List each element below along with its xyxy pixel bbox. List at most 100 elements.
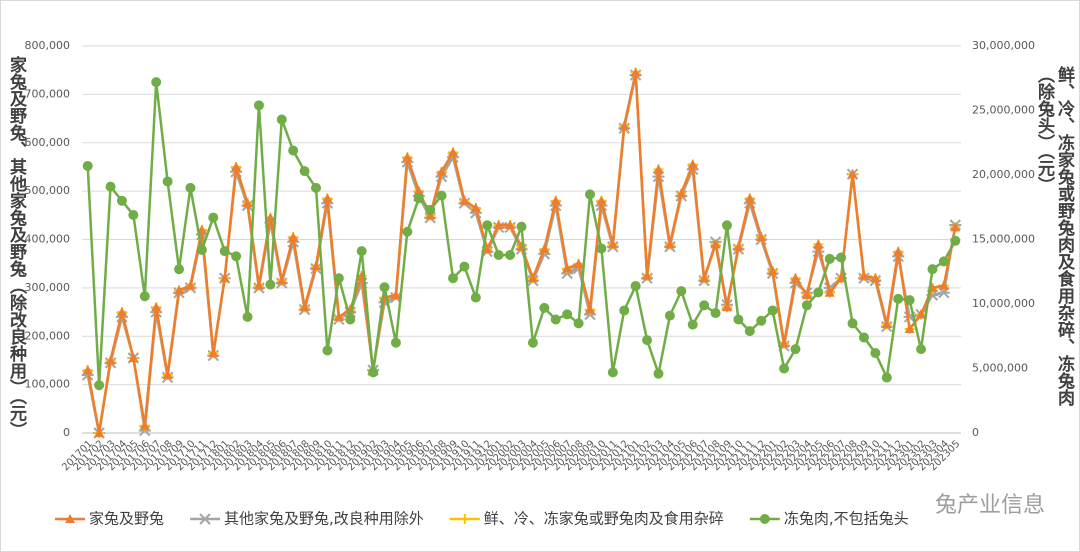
- marker: [710, 239, 721, 249]
- y2-tick-label: 20,000,000: [972, 168, 1035, 181]
- marker: [527, 337, 538, 348]
- marker: [539, 244, 550, 254]
- marker: [470, 203, 481, 213]
- marker: [185, 182, 196, 193]
- marker: [916, 344, 927, 355]
- y-tick-label: 300,000: [25, 281, 71, 294]
- marker: [527, 273, 538, 283]
- marker: [356, 246, 367, 257]
- marker: [199, 513, 212, 525]
- marker: [950, 222, 961, 232]
- y-tick-label: 700,000: [25, 87, 71, 100]
- marker: [664, 239, 675, 249]
- marker: [630, 280, 641, 291]
- marker: [482, 244, 493, 254]
- marker: [276, 275, 287, 285]
- marker: [128, 353, 139, 363]
- marker: [208, 212, 219, 223]
- marker: [128, 209, 139, 220]
- marker: [459, 261, 470, 272]
- marker: [505, 219, 516, 229]
- marker: [470, 292, 481, 303]
- y-tick-label: 100,000: [25, 378, 71, 391]
- y-tick-label: 600,000: [25, 136, 71, 149]
- marker: [687, 159, 698, 169]
- marker: [151, 302, 162, 312]
- marker: [756, 232, 767, 242]
- marker: [630, 67, 641, 77]
- marker: [938, 280, 949, 290]
- marker: [516, 221, 527, 232]
- marker: [779, 338, 790, 348]
- marker: [116, 307, 127, 317]
- marker: [607, 239, 618, 249]
- marker: [801, 290, 812, 300]
- marker: [596, 243, 607, 254]
- series: [82, 77, 961, 391]
- marker: [710, 308, 721, 319]
- legend-label: 家兔及野兔: [89, 510, 164, 528]
- marker: [82, 160, 93, 171]
- marker: [265, 212, 276, 222]
- marker: [767, 305, 778, 316]
- marker: [196, 244, 207, 255]
- marker: [550, 314, 561, 325]
- marker: [116, 195, 127, 206]
- marker: [174, 264, 185, 275]
- marker: [333, 311, 344, 321]
- marker: [402, 152, 413, 162]
- marker: [870, 348, 881, 359]
- marker: [242, 198, 253, 208]
- y2-tick-label: 0: [972, 426, 979, 439]
- marker: [550, 195, 561, 205]
- marker: [162, 369, 173, 379]
- marker: [436, 166, 447, 176]
- marker: [562, 263, 573, 273]
- marker: [893, 293, 904, 304]
- marker: [801, 300, 812, 311]
- marker: [584, 189, 595, 200]
- marker: [322, 345, 333, 356]
- y-tick-label: 400,000: [25, 233, 71, 246]
- marker: [744, 326, 755, 337]
- marker: [836, 252, 847, 263]
- marker: [139, 420, 150, 430]
- marker: [402, 226, 413, 237]
- marker: [858, 332, 869, 343]
- marker: [219, 246, 230, 257]
- marker: [482, 220, 493, 231]
- marker: [562, 309, 573, 320]
- marker: [253, 100, 264, 111]
- legend-label: 鲜、冷、冻家兔或野兔肉及食用杂碎: [484, 510, 724, 528]
- marker: [779, 363, 790, 374]
- marker: [642, 335, 653, 346]
- marker: [824, 253, 835, 264]
- marker: [699, 300, 710, 311]
- marker: [744, 193, 755, 203]
- marker: [82, 365, 93, 375]
- y-tick-label: 200,000: [25, 329, 71, 342]
- marker: [208, 348, 219, 358]
- marker: [699, 273, 710, 283]
- marker: [733, 314, 744, 325]
- marker: [493, 219, 504, 229]
- marker: [65, 514, 75, 523]
- y-tick-label: 0: [63, 426, 70, 439]
- marker: [105, 181, 116, 192]
- y-tick-label: 500,000: [25, 184, 71, 197]
- legend-label: 其他家兔及野兔,改良种用除外: [224, 510, 424, 528]
- marker: [448, 273, 459, 284]
- marker: [858, 270, 869, 280]
- watermark: 兔产业信息: [935, 493, 1045, 518]
- marker: [436, 190, 447, 201]
- y2-tick-label: 25,000,000: [972, 104, 1035, 117]
- marker: [950, 235, 961, 246]
- marker: [322, 193, 333, 203]
- legend-label: 冻兔肉,不包括兔头: [784, 510, 909, 528]
- marker: [733, 241, 744, 251]
- marker: [459, 514, 470, 524]
- marker: [573, 258, 584, 268]
